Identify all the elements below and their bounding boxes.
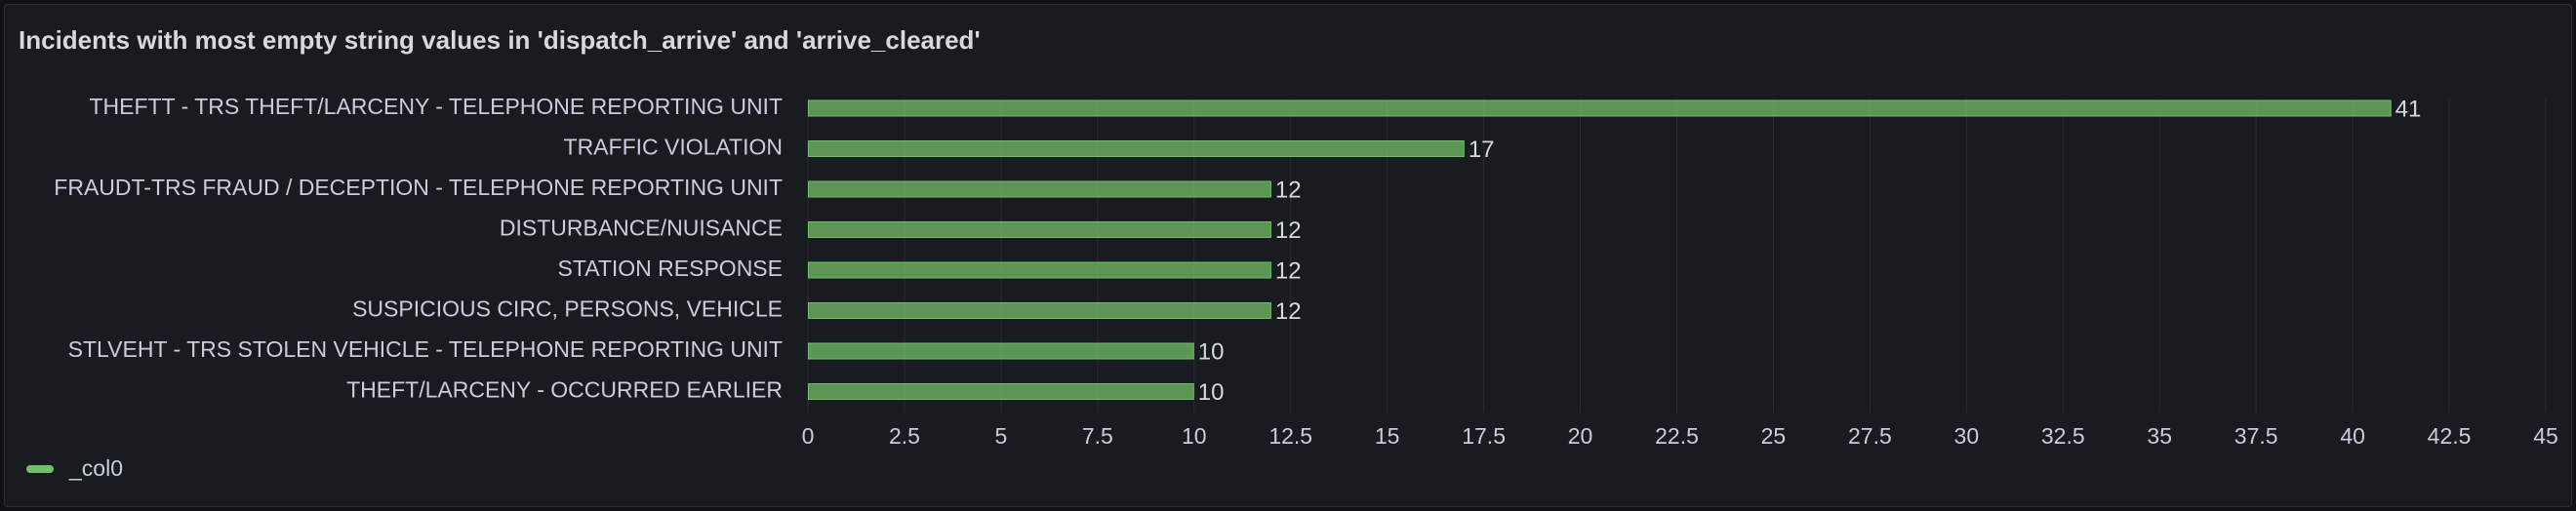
category-label: DISTURBANCE/NUISANCE [500,216,783,241]
bar [808,221,1271,238]
value-label: 17 [1469,137,1495,163]
x-tick-label: 27.5 [1848,423,1892,449]
panel-title: Incidents with most empty string values … [19,25,981,55]
legend-item[interactable]: _col0 [26,455,123,482]
x-tick-label: 40 [2340,423,2365,449]
chart-panel: Incidents with most empty string values … [4,4,2572,507]
bar [808,99,2392,117]
value-label: 12 [1275,257,1302,284]
category-label: FRAUDT-TRS FRAUD / DECEPTION - TELEPHONE… [54,175,783,200]
x-tick-label: 25 [1761,423,1787,449]
bar [808,180,1271,198]
value-label: 12 [1275,298,1302,325]
value-label: 12 [1275,217,1302,244]
value-label: 12 [1275,177,1302,203]
category-label: TRAFFIC VIOLATION [564,135,783,160]
x-tick-label: 30 [1954,423,1980,449]
x-tick-label: 10 [1182,423,1207,449]
x-tick-label: 15 [1375,423,1400,449]
legend-swatch [26,464,54,473]
value-label: 10 [1198,338,1225,365]
x-tick-label: 22.5 [1655,423,1699,449]
bar [808,302,1271,319]
category-label: STATION RESPONSE [558,256,783,281]
legend-label: _col0 [69,455,123,481]
x-tick-label: 2.5 [889,423,920,449]
category-label: THEFT/LARCENY - OCCURRED EARLIER [346,377,783,403]
x-tick-label: 7.5 [1082,423,1113,449]
x-tick-label: 35 [2147,423,2172,449]
x-tick-label: 20 [1568,423,1593,449]
category-label: STLVEHT - TRS STOLEN VEHICLE - TELEPHONE… [68,336,783,362]
category-label: SUSPICIOUS CIRC, PERSONS, VEHICLE [352,296,783,322]
x-tick-label: 17.5 [1462,423,1506,449]
bar [808,342,1194,360]
value-label: 41 [2395,96,2422,122]
x-tick-label: 0 [802,423,815,449]
x-tick-label: 32.5 [2041,423,2085,449]
value-label: 10 [1198,379,1225,406]
x-tick-label: 42.5 [2428,423,2472,449]
bar [808,383,1194,400]
x-tick-label: 5 [994,423,1007,449]
bar-chart: 0 2.5 5 7.5 10 12.5 15 17.5 20 22.5 25 27.5 30 32.5 35… [54,94,2558,449]
bar [808,140,1465,157]
x-tick-label: 12.5 [1268,423,1312,449]
bar [808,261,1271,279]
x-tick-label: 45 [2533,423,2558,449]
category-label: THEFTT - TRS THEFT/LARCENY - TELEPHONE R… [89,94,783,119]
x-tick-label: 37.5 [2234,423,2278,449]
